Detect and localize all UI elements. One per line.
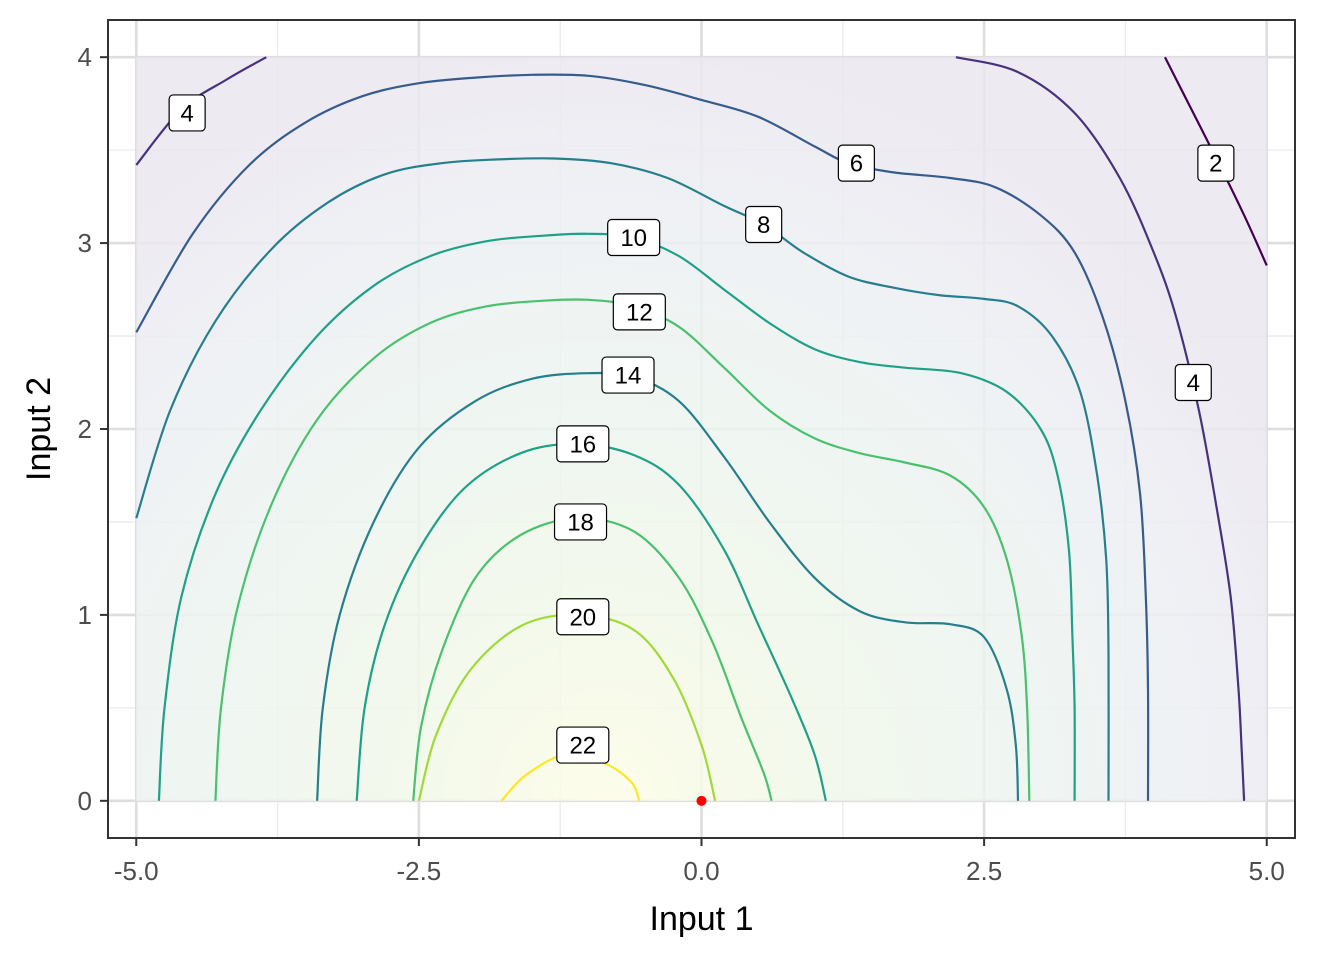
contour-label-4: 4 (1174, 363, 1212, 402)
contour-label-8: 8 (745, 205, 783, 244)
contour-label-22: 22 (556, 726, 610, 764)
contour-label-box (837, 144, 875, 182)
contour-label-box (556, 598, 610, 636)
contour-label-box (1174, 363, 1212, 402)
x-tick-label: 5.0 (1249, 856, 1285, 886)
contour-label-text: 4 (1187, 370, 1200, 397)
contour-label-box (745, 205, 783, 244)
contour-label-box (601, 356, 655, 394)
contour-label-text: 4 (180, 100, 193, 127)
x-tick-label: -5.0 (114, 856, 159, 886)
contour-label-text: 10 (620, 225, 647, 252)
highlight-point (696, 795, 707, 806)
contour-label-text: 12 (626, 299, 653, 326)
contour-label-box (612, 293, 666, 331)
y-tick-label: 2 (78, 414, 92, 444)
contour-label-6: 6 (837, 144, 875, 182)
contour-label-text: 2 (1209, 151, 1222, 178)
contour-label-text: 22 (569, 733, 596, 760)
contour-label-10: 10 (607, 218, 661, 257)
y-tick-label: 0 (78, 786, 92, 816)
y-tick-label: 1 (78, 600, 92, 630)
y-axis-ticks: 0 1 2 3 4 (78, 42, 108, 816)
x-axis-title: Input 1 (650, 900, 754, 938)
contour-label-2: 2 (1197, 144, 1235, 182)
contour-label-12: 12 (612, 293, 666, 331)
contour-label-box (168, 94, 206, 132)
contour-line-4 (135, 56, 267, 166)
x-tick-label: 2.5 (966, 856, 1002, 886)
contour-label-text: 14 (615, 363, 642, 390)
y-axis-title: Input 2 (20, 377, 58, 481)
contour-label-18: 18 (553, 503, 608, 541)
contour-label-box (556, 726, 610, 764)
contour-label-box (607, 218, 661, 257)
contour-label-box (556, 425, 610, 463)
contour-label-box (1197, 144, 1235, 182)
contour-label-text: 20 (569, 604, 596, 631)
contour-line-10 (157, 232, 1076, 801)
contour-label-14: 14 (601, 356, 655, 394)
contour-label-text: 8 (757, 212, 770, 239)
contour-line-14 (316, 371, 1020, 801)
contour-label-4: 4 (168, 94, 206, 132)
contour-line-6 (135, 73, 1150, 801)
y-tick-label: 4 (78, 42, 92, 72)
contour-label-box (553, 503, 608, 541)
contour-label-text: 6 (850, 151, 863, 178)
y-tick-label: 3 (78, 228, 92, 258)
contour-label-text: 18 (567, 509, 594, 536)
contour-label-20: 20 (556, 598, 610, 636)
contour-label-16: 16 (556, 425, 610, 463)
filled-density-area (136, 57, 1267, 801)
contour-label-text: 16 (569, 431, 596, 458)
x-tick-label: -2.5 (396, 856, 441, 886)
x-tick-label: 0.0 (683, 856, 719, 886)
x-axis-ticks: -5.0 -2.5 0.0 2.5 5.0 (114, 838, 1285, 886)
contour-labels: 2 4 4 6 8 10 12 14 16 18 20 22 (168, 94, 1235, 764)
